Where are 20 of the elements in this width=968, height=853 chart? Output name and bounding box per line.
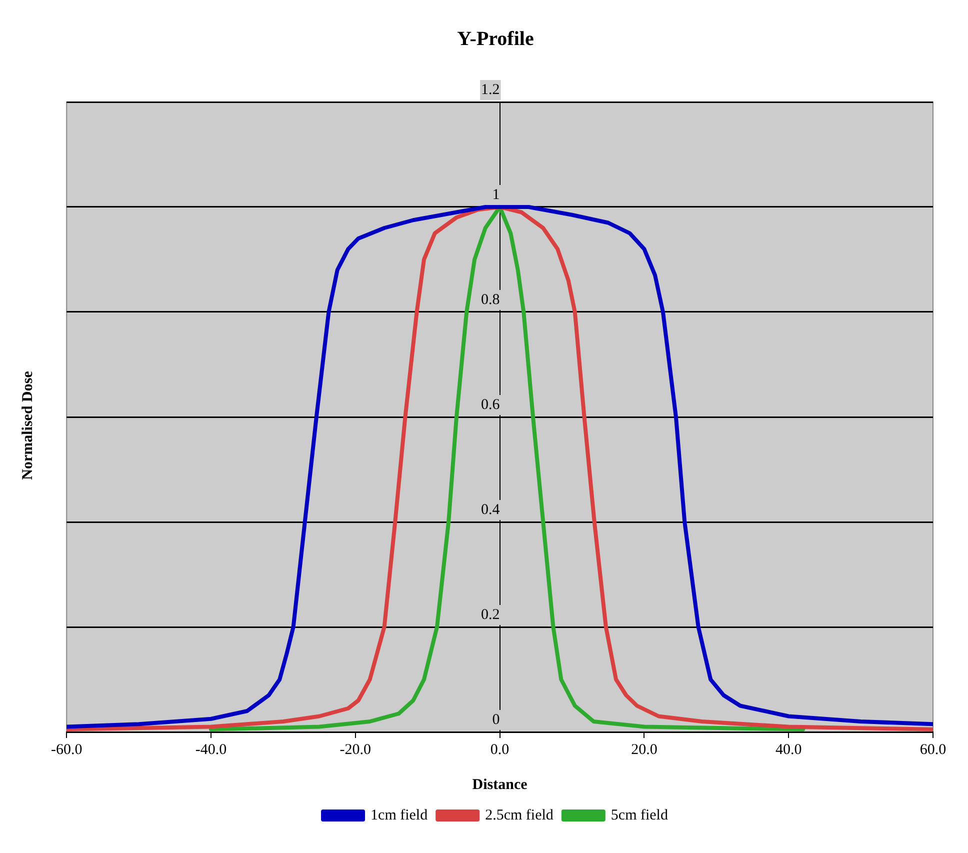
x-tick-label: -60.0 <box>51 742 82 758</box>
legend-label: 5cm field <box>610 807 668 824</box>
chart-title: Y-Profile <box>457 28 534 50</box>
y-tick-label: 1 <box>492 186 500 203</box>
x-tick-label: 60.0 <box>920 742 946 758</box>
x-tick-label: 0.0 <box>490 742 510 758</box>
legend-label: 1cm field <box>370 807 428 824</box>
y-tick-label: 0.2 <box>481 606 500 623</box>
x-axis-title: Distance <box>472 776 528 793</box>
legend-label: 2.5cm field <box>485 807 554 824</box>
y-tick-label: 0.6 <box>481 396 500 413</box>
y-tick-label: 1.2 <box>481 82 500 98</box>
y-tick-label: 0.4 <box>481 502 500 518</box>
y-tick-label: 0.8 <box>481 292 500 308</box>
x-tick-label: 20.0 <box>631 742 658 758</box>
x-tick-label: 40.0 <box>775 742 802 758</box>
x-tick-label: -40.0 <box>195 742 227 758</box>
y-tick-label: 0 <box>492 712 500 728</box>
y-axis-title: Normalised Dose <box>20 371 36 480</box>
x-tick-label: -20.0 <box>340 742 372 758</box>
